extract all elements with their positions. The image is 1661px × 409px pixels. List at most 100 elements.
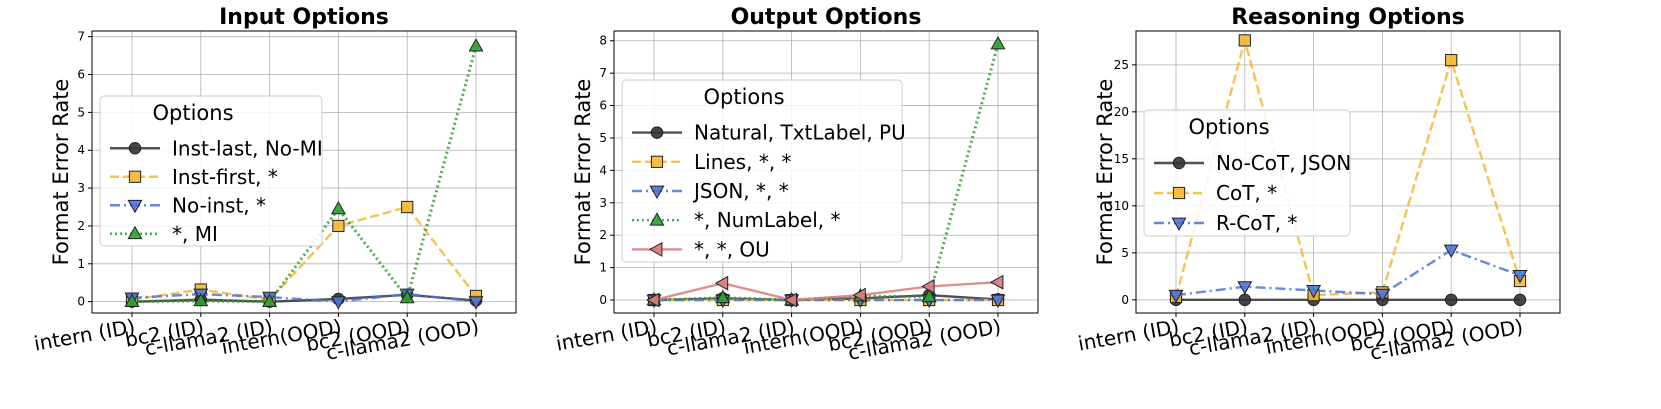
data-point — [1168, 289, 1184, 304]
data-point — [1512, 270, 1528, 284]
y-axis-label: Format Error Rate — [49, 79, 73, 266]
x-tick-label: intern (ID) — [1076, 314, 1181, 355]
data-point — [401, 200, 414, 214]
data-point — [990, 294, 1006, 309]
data-point — [399, 289, 415, 304]
legend-box — [99, 95, 323, 247]
data-point — [1513, 293, 1527, 307]
data-point — [332, 219, 345, 233]
legend: Options No-CoT, JSON CoT, * R-CoT, * — [1143, 109, 1351, 237]
legend-swatch-marker — [650, 126, 664, 139]
y-tick-label: 8 — [599, 34, 607, 48]
data-point — [1374, 288, 1390, 303]
y-tick-label: 5 — [599, 131, 607, 145]
legend-entry-label: No-inst, * — [172, 193, 266, 217]
data-point — [1445, 54, 1458, 67]
data-point — [330, 296, 346, 310]
data-point — [921, 288, 937, 303]
data-point — [193, 292, 209, 307]
series-mi — [124, 38, 484, 308]
y-axis-label: Format Error Rate — [571, 79, 595, 266]
y-axis-label: Format Error Rate — [1093, 79, 1117, 266]
chart-title: Input Options — [219, 5, 389, 30]
data-point — [783, 292, 797, 308]
y-tick-label: 25 — [1114, 58, 1129, 72]
legend-entry-label: Natural, TxtLabel, PU — [694, 121, 906, 145]
legend-entry-label: *, MI — [172, 222, 218, 246]
legend-entry-label: R-CoT, * — [1216, 211, 1297, 235]
legend-swatch-marker — [128, 142, 142, 155]
legend-title: Options — [1188, 115, 1269, 139]
data-point — [645, 292, 660, 308]
legend-swatch-marker — [127, 225, 143, 240]
legend-entry-label: CoT, * — [1216, 181, 1277, 205]
legend-swatch-marker — [1171, 217, 1187, 232]
legend-box — [621, 79, 903, 263]
data-point — [1444, 293, 1458, 307]
y-tick-label: 0 — [599, 293, 607, 307]
data-point — [990, 35, 1006, 50]
series-line — [1175, 248, 1521, 297]
legend-box — [1143, 109, 1351, 237]
legend: Options Natural, TxtLabel, PU Lines, *, * J… — [621, 79, 906, 263]
y-tick-label: 3 — [599, 196, 607, 210]
series-no-cot-json — [1169, 293, 1527, 307]
legend-swatch-marker — [127, 199, 143, 214]
legend-swatch-marker — [650, 155, 664, 168]
series-line — [653, 281, 999, 302]
series-line — [1174, 35, 1522, 298]
y-tick-label: 7 — [77, 30, 85, 44]
legend-swatch-marker — [648, 241, 663, 257]
chart-title: Reasoning Options — [1231, 5, 1465, 30]
chart-title: Output Options — [731, 5, 922, 30]
series-line — [131, 205, 477, 302]
data-point — [468, 296, 484, 310]
legend-swatch-marker — [649, 212, 665, 226]
y-tick-label: 10 — [1114, 199, 1129, 213]
y-tick-label: 2 — [599, 228, 607, 242]
data-point — [921, 278, 935, 294]
legend-entry-label: Inst-last, No-MI — [172, 136, 323, 160]
legend-swatch-marker — [649, 185, 665, 200]
legend-entry-label: No-CoT, JSON — [1216, 151, 1351, 175]
y-tick-label: 4 — [599, 163, 607, 177]
y-tick-label: 7 — [599, 66, 607, 80]
data-point — [714, 275, 729, 291]
y-tick-label: 5 — [1121, 246, 1129, 260]
data-point — [1238, 293, 1252, 307]
legend-swatch-marker — [1172, 156, 1186, 170]
legend-entry-label: Inst-first, * — [172, 165, 278, 189]
data-point — [468, 38, 484, 52]
series-inst-last-no-mi — [125, 288, 483, 308]
legend-entry-label: JSON, *, * — [692, 179, 789, 203]
series-line — [131, 292, 477, 303]
data-point — [1443, 244, 1459, 259]
legend: Options Inst-last, No-MI Inst-first, * No-i… — [99, 95, 323, 247]
y-tick-label: 20 — [1114, 105, 1129, 119]
data-point — [852, 287, 866, 303]
data-point — [1238, 34, 1251, 47]
data-point — [1237, 281, 1253, 295]
y-tick-label: 1 — [599, 261, 607, 275]
y-tick-label: 6 — [77, 68, 85, 82]
data-point — [1306, 285, 1322, 299]
x-tick-label: intern (ID) — [554, 314, 659, 355]
legend-title: Options — [703, 85, 784, 109]
data-point — [124, 293, 140, 308]
data-point — [989, 274, 1004, 290]
y-tick-label: 4 — [77, 143, 85, 157]
plot-frame — [91, 30, 517, 314]
data-point — [262, 293, 278, 308]
y-tick-label: 1 — [77, 257, 85, 271]
y-tick-label: 0 — [1121, 293, 1129, 307]
y-tick-label: 5 — [77, 105, 85, 119]
plot-frame — [1135, 30, 1561, 314]
legend-entry-label: *, *, OU — [694, 237, 770, 261]
series-line — [131, 45, 478, 304]
plot-frame — [613, 30, 1039, 314]
data-point — [330, 200, 346, 215]
